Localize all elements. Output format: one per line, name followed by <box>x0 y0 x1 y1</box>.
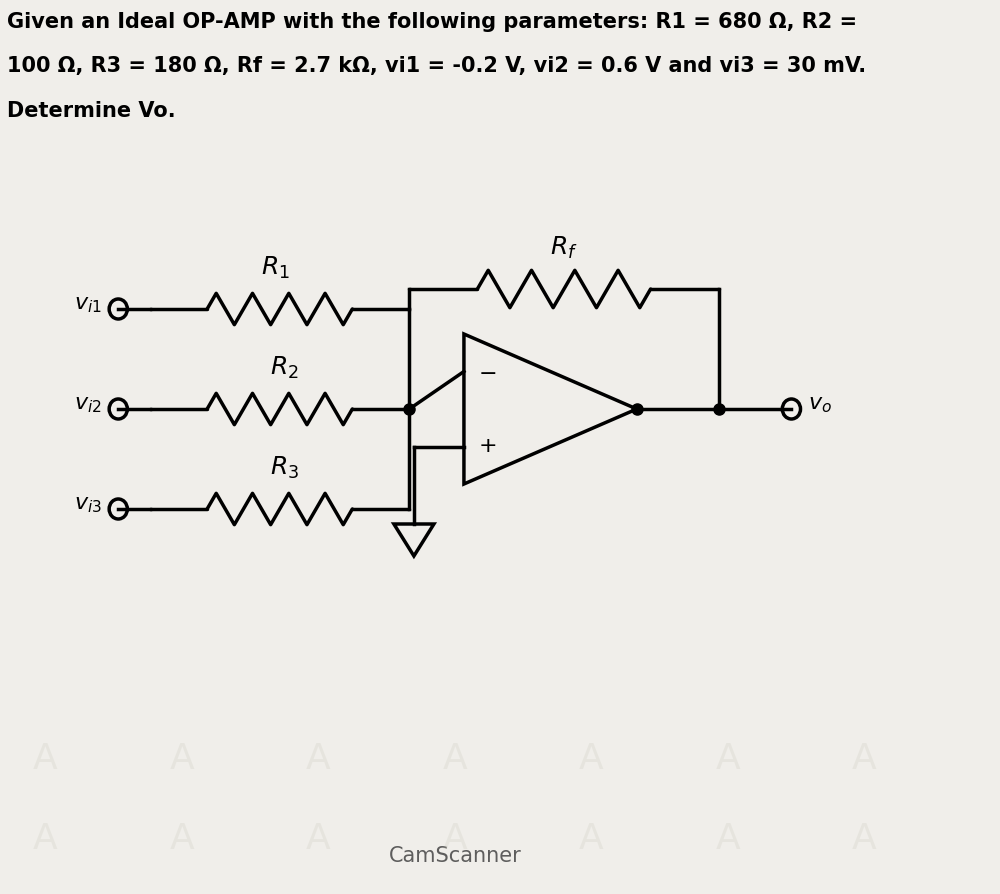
Text: A: A <box>33 742 58 776</box>
Text: $+$: $+$ <box>478 436 496 457</box>
Text: A: A <box>33 822 58 856</box>
Text: CamScanner: CamScanner <box>388 846 521 866</box>
Text: Given an Ideal OP-AMP with the following parameters: R1 = 680 Ω, R2 =: Given an Ideal OP-AMP with the following… <box>7 12 857 32</box>
Text: $v_{i2}$: $v_{i2}$ <box>74 395 102 415</box>
Text: $R_3$: $R_3$ <box>270 455 299 481</box>
Text: $-$: $-$ <box>478 361 496 382</box>
Text: 100 Ω, R3 = 180 Ω, Rf = 2.7 kΩ, vi1 = -0.2 V, vi2 = 0.6 V and vi3 = 30 mV.: 100 Ω, R3 = 180 Ω, Rf = 2.7 kΩ, vi1 = -0… <box>7 56 866 76</box>
Text: A: A <box>170 822 194 856</box>
Text: A: A <box>442 822 467 856</box>
Text: A: A <box>715 742 740 776</box>
Text: A: A <box>715 822 740 856</box>
Text: $v_o$: $v_o$ <box>808 395 832 415</box>
Text: $R_1$: $R_1$ <box>261 255 290 281</box>
Text: $v_{i3}$: $v_{i3}$ <box>74 495 102 515</box>
Text: A: A <box>306 822 331 856</box>
Text: $v_{i1}$: $v_{i1}$ <box>74 295 102 315</box>
Text: Determine Vo.: Determine Vo. <box>7 101 176 121</box>
Text: A: A <box>170 742 194 776</box>
Text: A: A <box>852 822 877 856</box>
Text: $R_2$: $R_2$ <box>270 355 299 381</box>
Text: A: A <box>442 742 467 776</box>
Text: A: A <box>852 742 877 776</box>
Text: A: A <box>579 822 604 856</box>
Text: A: A <box>306 742 331 776</box>
Text: $R_f$: $R_f$ <box>550 235 578 261</box>
Text: A: A <box>579 742 604 776</box>
